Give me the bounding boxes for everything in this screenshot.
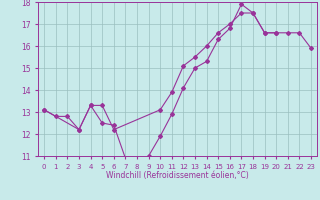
X-axis label: Windchill (Refroidissement éolien,°C): Windchill (Refroidissement éolien,°C)	[106, 171, 249, 180]
